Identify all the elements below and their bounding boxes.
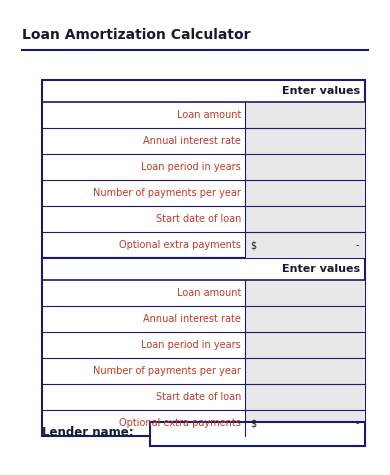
Text: Annual interest rate: Annual interest rate bbox=[143, 136, 241, 146]
Bar bbox=[245, 306, 365, 332]
Text: $: $ bbox=[250, 240, 256, 250]
Text: $: $ bbox=[250, 418, 256, 428]
Bar bbox=[245, 280, 365, 306]
Bar bbox=[245, 102, 365, 128]
Bar bbox=[42, 80, 365, 258]
Text: Enter values: Enter values bbox=[282, 264, 360, 274]
Text: Number of payments per year: Number of payments per year bbox=[93, 188, 241, 198]
Bar bbox=[150, 422, 365, 446]
Text: Optional extra payments: Optional extra payments bbox=[119, 240, 241, 250]
Bar bbox=[245, 384, 365, 410]
Bar bbox=[245, 332, 365, 358]
Bar bbox=[245, 128, 365, 154]
Bar bbox=[245, 232, 365, 258]
Bar bbox=[245, 154, 365, 180]
Text: Enter values: Enter values bbox=[282, 86, 360, 96]
Bar bbox=[245, 180, 365, 206]
Text: Annual interest rate: Annual interest rate bbox=[143, 314, 241, 324]
Text: Lender name:: Lender name: bbox=[42, 426, 134, 438]
Text: -: - bbox=[356, 418, 359, 428]
Text: Number of payments per year: Number of payments per year bbox=[93, 366, 241, 376]
Bar bbox=[42, 258, 365, 436]
Bar bbox=[245, 206, 365, 232]
Text: Start date of loan: Start date of loan bbox=[156, 214, 241, 224]
Text: -: - bbox=[356, 240, 359, 250]
Text: Loan period in years: Loan period in years bbox=[141, 162, 241, 172]
Text: Loan amount: Loan amount bbox=[177, 110, 241, 120]
Bar bbox=[245, 410, 365, 436]
Text: Loan Amortization Calculator: Loan Amortization Calculator bbox=[22, 28, 250, 42]
Text: Start date of loan: Start date of loan bbox=[156, 392, 241, 402]
Bar bbox=[245, 358, 365, 384]
Text: Loan amount: Loan amount bbox=[177, 288, 241, 298]
Text: Optional extra payments: Optional extra payments bbox=[119, 418, 241, 428]
Text: Loan period in years: Loan period in years bbox=[141, 340, 241, 350]
